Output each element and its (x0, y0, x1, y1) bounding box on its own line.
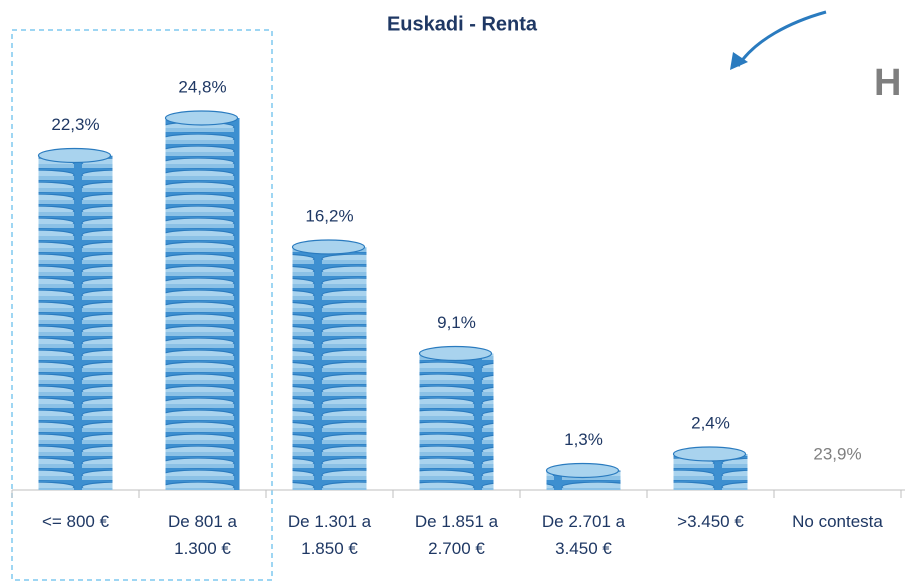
bar (801, 132, 875, 491)
value-label: 9,1% (437, 313, 476, 332)
arrow-head (730, 52, 748, 70)
value-label: 1,3% (564, 430, 603, 449)
value-label: 16,2% (305, 206, 353, 225)
bar (419, 353, 494, 490)
bar-top (418, 345, 493, 362)
value-label: 22,3% (51, 115, 99, 134)
bar-top (672, 446, 747, 462)
value-label: 2,4% (691, 413, 730, 432)
x-tick-label: No contesta (792, 512, 883, 531)
arrow (736, 10, 827, 67)
bar (165, 118, 240, 490)
x-tick-label: <= 800 € (41, 512, 110, 531)
x-tick-label: De 2.701 a 3.450 € (541, 512, 626, 558)
bar-top (291, 239, 366, 255)
value-label: 24,8% (178, 77, 226, 96)
x-tick-label: De 1.301 a 1.850 € (287, 512, 372, 558)
x-tick-label: De 1.851 a 2.700 € (414, 512, 499, 558)
highlight-box (11, 29, 273, 581)
chart-title: Euskadi - Renta (387, 13, 538, 35)
x-tick-label: >3.450 € (677, 512, 744, 531)
annotation: H (874, 62, 901, 104)
bar (38, 155, 113, 490)
bar-top (164, 110, 239, 126)
x-tick-label: De 801 a 1.300 € (168, 512, 237, 558)
bar-top (545, 462, 620, 479)
value-label: 23,9% (813, 444, 861, 463)
bar-top (37, 147, 112, 164)
bar (292, 247, 367, 490)
